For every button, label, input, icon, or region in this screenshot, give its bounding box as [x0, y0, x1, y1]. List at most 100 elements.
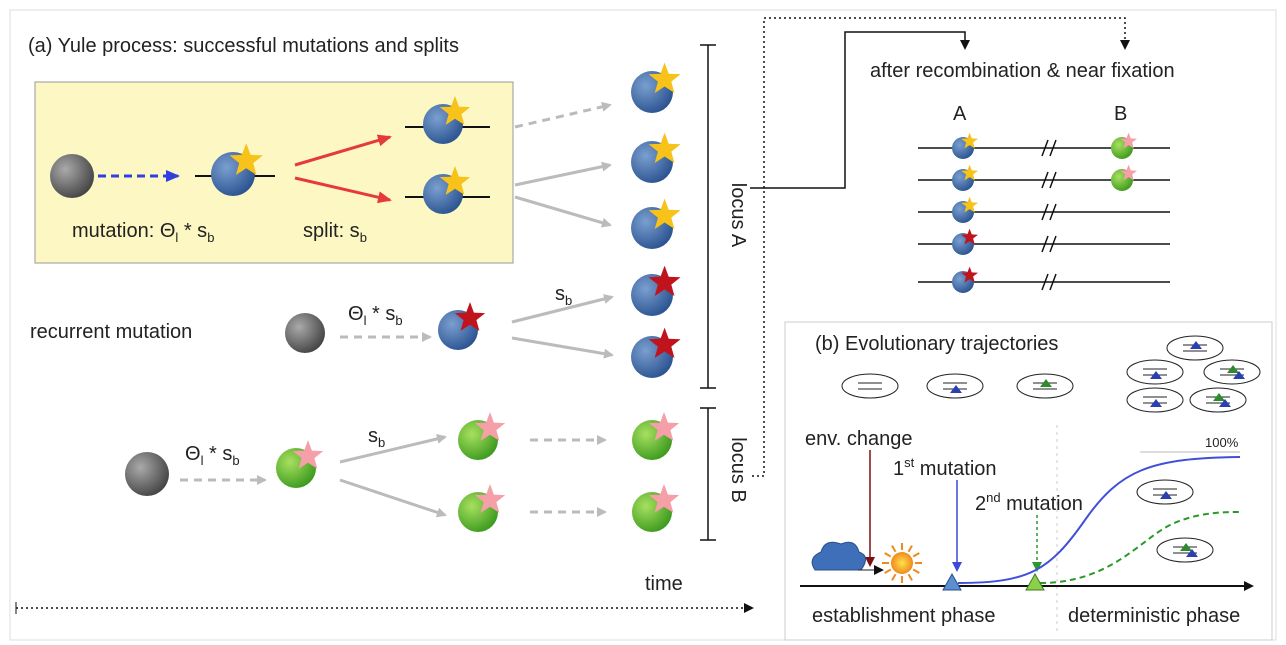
arrow	[339, 433, 447, 464]
star	[961, 196, 978, 213]
mutation-2	[1025, 572, 1045, 591]
t: s	[368, 425, 378, 447]
t: Θ	[348, 303, 364, 325]
star	[439, 96, 471, 125]
star	[229, 143, 263, 175]
star	[961, 228, 978, 245]
panel-a-title: (a) Yule process: successful mutations a…	[28, 35, 459, 57]
allele-ball	[125, 452, 169, 496]
sun	[891, 552, 913, 574]
t: s	[555, 283, 565, 305]
sun-ray	[912, 568, 920, 574]
star	[474, 412, 506, 441]
slash	[1049, 273, 1057, 291]
slash	[1041, 235, 1049, 253]
sun-ray	[907, 545, 913, 553]
shapes	[15, 17, 1170, 614]
cell	[1126, 387, 1184, 413]
cell	[841, 373, 899, 399]
star	[648, 62, 681, 93]
phase-1: establishment phase	[812, 605, 995, 627]
cell	[926, 373, 984, 399]
t: * s	[203, 443, 232, 465]
recombination-title: after recombination & near fixation	[870, 60, 1175, 82]
slash	[1041, 171, 1049, 189]
star	[648, 484, 680, 513]
sub: l	[364, 313, 367, 328]
locus-a-label: locus A	[727, 183, 749, 248]
cell-triangle	[1190, 341, 1202, 349]
slash	[1049, 203, 1057, 221]
star	[648, 132, 681, 163]
arrow	[514, 195, 612, 228]
star	[648, 412, 680, 441]
star	[292, 440, 324, 469]
recurrent-label: recurrent mutation	[30, 321, 192, 343]
percent-label: 100%	[1205, 435, 1239, 450]
locus-b-rate: Θl * sb	[185, 443, 240, 468]
connector	[752, 17, 1130, 477]
star	[648, 327, 681, 358]
sun-ray	[884, 552, 892, 558]
trajectory-1	[957, 456, 1241, 584]
cell-triangle	[1150, 399, 1162, 407]
mutation-1	[942, 572, 962, 591]
arrow	[294, 176, 392, 204]
star	[648, 198, 681, 229]
cell	[1126, 359, 1184, 385]
time-label: time	[645, 573, 683, 595]
sub: l	[175, 230, 178, 245]
env-change: env. change	[805, 428, 913, 450]
shapes-b	[800, 335, 1261, 632]
arrow	[511, 294, 614, 324]
cell-triangle	[1233, 371, 1245, 379]
t: mutation	[1001, 493, 1083, 515]
allele-ball	[50, 154, 94, 198]
sun-ray	[907, 573, 913, 581]
panel-b-frame	[784, 321, 1273, 641]
star	[648, 265, 681, 296]
locus-b-split: sb	[368, 425, 385, 450]
t: Θ	[185, 443, 201, 465]
panel-b-title: (b) Evolutionary trajectories	[815, 333, 1058, 355]
second-mutation: 2nd mutation	[975, 490, 1083, 515]
arrow	[294, 134, 392, 167]
t: * s	[178, 220, 207, 242]
cell-triangle	[1186, 549, 1198, 557]
t: * s	[366, 303, 395, 325]
slash	[1049, 171, 1057, 189]
arrow	[514, 161, 612, 187]
arrow	[511, 336, 614, 359]
locus-b-label: locus B	[727, 437, 749, 503]
trajectory-2	[1039, 511, 1241, 584]
sun-ray	[891, 573, 897, 581]
connector	[750, 31, 970, 189]
slash	[1041, 203, 1049, 221]
t: split: s	[303, 220, 360, 242]
star	[961, 164, 978, 181]
recurrent-rate: Θl * sb	[348, 303, 403, 328]
col-b: B	[1114, 103, 1127, 125]
sub: b	[232, 453, 239, 468]
cell-triangle	[1180, 543, 1192, 551]
star	[961, 266, 978, 283]
sup: nd	[986, 490, 1000, 505]
split-label: split: sb	[303, 220, 367, 245]
t: mutation: Θ	[72, 220, 175, 242]
recurrent-split: sb	[555, 283, 572, 308]
slash	[1049, 235, 1057, 253]
arrow	[339, 478, 447, 518]
slash	[1049, 139, 1057, 157]
cell-triangle	[1219, 399, 1231, 407]
sub: b	[207, 230, 214, 245]
sup: st	[904, 455, 915, 470]
sub: b	[378, 435, 385, 450]
cell-triangle	[1040, 379, 1052, 387]
cell	[1136, 479, 1194, 505]
slash	[1041, 139, 1049, 157]
sub: l	[201, 453, 204, 468]
cell-triangle	[950, 385, 962, 393]
star	[454, 302, 486, 331]
star	[961, 132, 978, 149]
star	[1120, 132, 1137, 149]
